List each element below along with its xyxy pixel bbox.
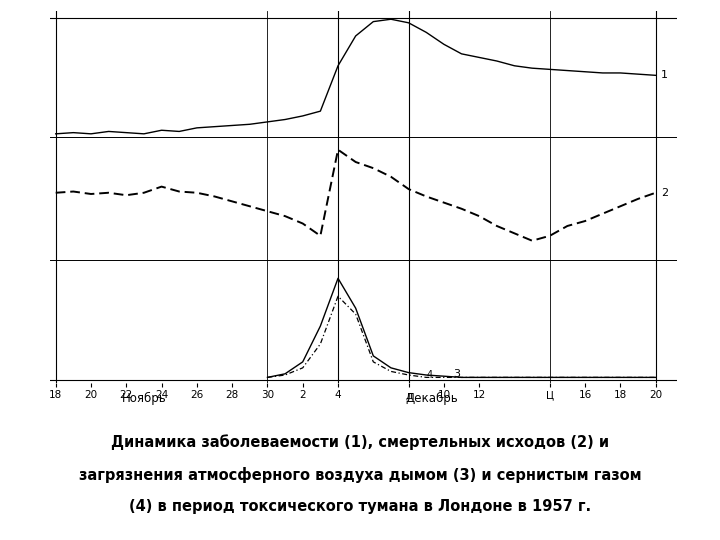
Text: загрязнения атмосферного воздуха дымом (3) и сернистым газом: загрязнения атмосферного воздуха дымом (… [78, 467, 642, 483]
Text: 3: 3 [453, 369, 459, 379]
Text: (4) в период токсического тумана в Лондоне в 1957 г.: (4) в период токсического тумана в Лондо… [129, 500, 591, 515]
Text: Ноябрь: Ноябрь [122, 392, 166, 406]
Text: 4: 4 [426, 370, 433, 380]
Text: Динамика заболеваемости (1), смертельных исходов (2) и: Динамика заболеваемости (1), смертельных… [111, 435, 609, 450]
Text: Декабрь: Декабрь [405, 392, 459, 406]
Text: 1: 1 [661, 70, 668, 80]
Text: 2: 2 [661, 188, 668, 198]
